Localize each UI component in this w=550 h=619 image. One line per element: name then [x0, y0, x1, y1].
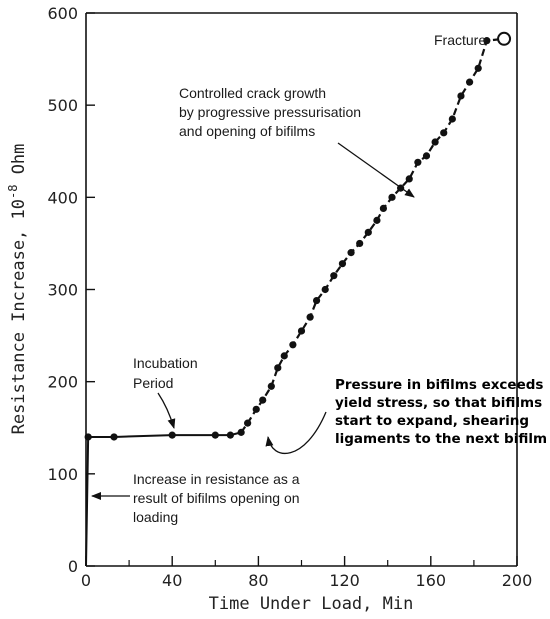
- data-point-28: [414, 158, 422, 166]
- incubation-label: Incubation Period: [133, 355, 202, 391]
- y-tick-label-0: 0: [68, 557, 78, 576]
- data-point-13: [289, 341, 297, 349]
- crack-growth-line-1: Controlled crack growth: [179, 85, 326, 101]
- x-tick-label-3: 120: [329, 571, 360, 590]
- incubation-line-2: Period: [133, 375, 173, 391]
- data-point-1: [84, 433, 92, 441]
- crack-growth-label: Controlled crack growth by progressive p…: [179, 85, 365, 139]
- y-tick-label-4: 400: [47, 188, 78, 207]
- data-point-18: [330, 272, 338, 280]
- data-point-15: [306, 313, 314, 321]
- y-axis-title: Resistance Increase, 10-8 Ohm: [6, 144, 29, 435]
- x-tick-label-2: 80: [248, 571, 268, 590]
- annotations: Fracture Controlled crack growth by prog…: [91, 32, 548, 525]
- data-point-9: [259, 396, 267, 404]
- pressure-line-4: ligaments to the next bifilm: [335, 431, 547, 447]
- x-tick-label-4: 160: [416, 571, 447, 590]
- y-ticks: 0 100 200 300 400 500 600: [47, 4, 95, 576]
- x-tick-label-1: 40: [162, 571, 182, 590]
- data-point-21: [356, 239, 364, 248]
- data-point-32: [448, 115, 456, 123]
- data-point-30: [431, 138, 439, 146]
- data-point-17: [321, 285, 329, 294]
- data-point-3: [168, 431, 176, 439]
- pressure-label: Pressure in bifilms exceeds yield stress…: [335, 377, 548, 447]
- data-point-33: [457, 92, 465, 100]
- data-point-8: [252, 405, 260, 413]
- data-point-22: [364, 228, 372, 236]
- initial-increase-line-1: Increase in resistance as a: [133, 471, 300, 487]
- data-point-31: [440, 129, 448, 137]
- crack-growth-line-2: by progressive pressurisation: [179, 104, 361, 120]
- crack-growth-arrow: [337, 142, 415, 198]
- data-point-34: [465, 78, 474, 86]
- pressure-line-1: Pressure in bifilms exceeds: [335, 377, 543, 393]
- initial-increase-line-3: loading: [133, 509, 178, 525]
- x-ticks: 0 40 80 120 160 200: [81, 556, 532, 590]
- data-point-27: [405, 175, 413, 183]
- incubation-arrow: [157, 392, 176, 429]
- y-tick-label-5: 500: [47, 96, 78, 115]
- data-point-25: [388, 193, 396, 201]
- y-tick-label-3: 300: [47, 281, 78, 300]
- data-point-4: [211, 431, 219, 439]
- pressure-line-2: yield stress, so that bifilms: [335, 395, 542, 411]
- data-point-23: [373, 216, 381, 224]
- data-point-5: [226, 431, 234, 439]
- y-tick-label-1: 100: [47, 465, 78, 484]
- data-point-12: [280, 352, 288, 360]
- data-point-10: [267, 382, 275, 390]
- data-point-14: [297, 327, 306, 335]
- data-point-24: [379, 204, 387, 212]
- x-tick-label-0: 0: [81, 571, 91, 590]
- pressure-arrow: [265, 411, 327, 454]
- y-axis-title-exponent: -8: [6, 185, 20, 199]
- incubation-line-1: Incubation: [133, 355, 198, 371]
- initial-increase-label: Increase in resistance as a result of bi…: [133, 471, 303, 525]
- pressure-line-3: start to expand, shearing: [335, 413, 529, 429]
- series-layer: [84, 31, 512, 567]
- data-point-2: [110, 433, 118, 441]
- fracture-marker: [497, 31, 512, 46]
- y-tick-label-2: 200: [47, 373, 78, 392]
- data-point-36: [483, 37, 491, 45]
- initial-increase-line-2: result of bifilms opening on: [133, 490, 300, 506]
- fracture-label: Fracture: [434, 32, 486, 48]
- data-point-29: [422, 152, 431, 160]
- crack-growth-line-3: and opening of bifilms: [179, 123, 315, 139]
- data-point-11: [274, 364, 282, 372]
- data-point-16: [312, 296, 321, 305]
- data-point-35: [474, 64, 482, 72]
- y-axis-title-main: Resistance Increase, 10: [9, 199, 29, 434]
- data-point-20: [347, 249, 355, 257]
- data-point-6: [237, 428, 245, 436]
- x-tick-label-5: 200: [502, 571, 533, 590]
- y-axis-title-unit: Ohm: [9, 144, 29, 185]
- x-axis-title: Time Under Load, Min: [209, 594, 414, 614]
- data-point-7: [244, 419, 252, 427]
- data-point-19: [338, 260, 347, 268]
- y-tick-label-6: 600: [47, 4, 78, 23]
